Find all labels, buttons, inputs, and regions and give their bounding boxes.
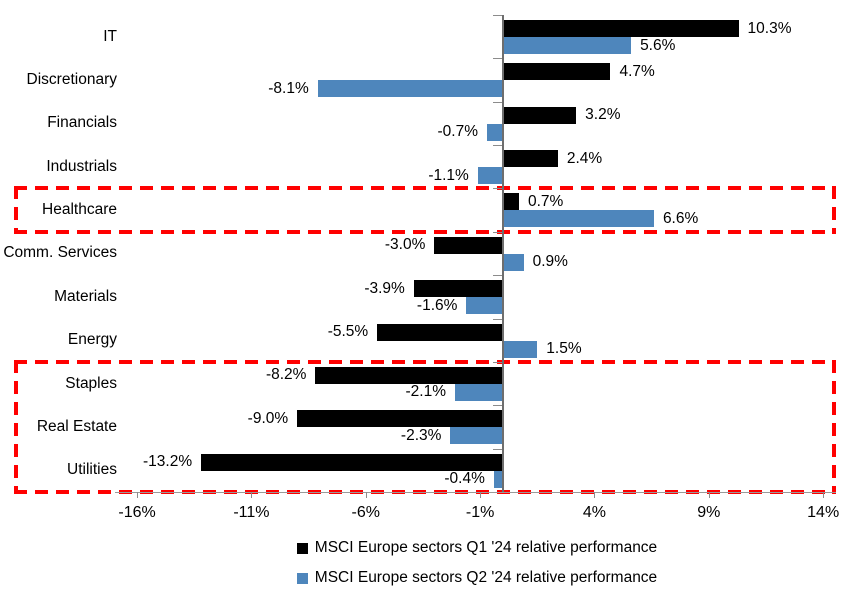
bar-q2-materials — [466, 297, 503, 315]
value-label-discretionary-1: -8.1% — [268, 79, 309, 97]
value-label-comm-services-0: -3.0% — [384, 236, 426, 254]
x-axis-tick-label: -6% — [351, 504, 380, 521]
bar-q1-energy — [377, 323, 503, 341]
bar-q2-financials — [486, 123, 503, 141]
bar-q1-financials — [503, 106, 577, 124]
bar-q2-it — [503, 37, 632, 54]
legend-item-q1: MSCI Europe sectors Q1 '24 relative perf… — [118, 533, 836, 563]
category-label-financials: Financials — [47, 114, 117, 132]
x-axis-tick — [823, 492, 825, 498]
y-axis-tick — [493, 318, 502, 320]
value-label-industrials-0: 2.4% — [566, 149, 603, 167]
category-label-comm-services: Comm. Services — [3, 244, 117, 262]
value-label-it-0: 10.3% — [747, 19, 792, 37]
category-label-utilities: Utilities — [67, 461, 117, 479]
legend-item-q2: MSCI Europe sectors Q2 '24 relative perf… — [118, 563, 836, 593]
value-label-real-estate-0: -9.0% — [247, 409, 289, 427]
highlight-box-edge-right — [832, 359, 836, 494]
y-axis-tick — [493, 405, 502, 407]
x-axis-tick-label: -11% — [233, 504, 270, 521]
bar-q1-materials — [413, 280, 503, 298]
highlight-box-edge-bottom — [14, 229, 836, 234]
value-label-financials-1: -0.7% — [437, 123, 479, 141]
x-axis-tick — [480, 492, 482, 498]
value-label-staples-0: -8.2% — [265, 366, 307, 384]
x-axis-tick-label: -16% — [118, 504, 156, 521]
category-label-materials: Materials — [54, 287, 117, 305]
bar-q2-real-estate — [450, 427, 503, 445]
bar-q2-staples — [454, 383, 503, 401]
value-label-financials-0: 3.2% — [585, 106, 621, 124]
category-label-healthcare: Healthcare — [42, 201, 117, 219]
value-label-materials-0: -3.9% — [364, 279, 405, 297]
category-label-it: IT — [103, 27, 117, 45]
bar-q1-discretionary — [503, 63, 611, 81]
x-axis-line — [115, 492, 836, 493]
value-label-comm-services-1: 0.9% — [532, 253, 568, 271]
value-label-it-1: 5.6% — [640, 36, 676, 54]
value-label-utilities-1: -0.4% — [444, 470, 485, 488]
category-label-energy: Energy — [67, 331, 117, 349]
x-axis-tick-label: -1% — [465, 504, 495, 521]
category-label-discretionary: Discretionary — [26, 71, 117, 89]
value-label-energy-0: -5.5% — [327, 323, 369, 341]
value-label-real-estate-1: -2.3% — [400, 426, 442, 444]
value-label-utilities-0: -13.2% — [143, 453, 193, 471]
bar-q2-industrials — [477, 167, 503, 185]
legend-swatch-icon — [296, 572, 308, 584]
x-axis-tick — [251, 492, 253, 498]
x-axis-tick-label: 4% — [582, 504, 607, 521]
x-axis-tick-label: 14% — [807, 504, 840, 521]
bar-q2-energy — [503, 340, 538, 358]
y-axis-tick — [493, 275, 502, 277]
category-label-staples: Staples — [65, 374, 117, 392]
bar-q1-comm-services — [434, 236, 503, 254]
chart-legend: MSCI Europe sectors Q1 '24 relative perf… — [118, 533, 836, 593]
x-axis-tick — [365, 492, 367, 498]
y-axis-tick — [493, 15, 502, 16]
bar-q1-staples — [315, 366, 503, 384]
value-label-energy-1: 1.5% — [546, 340, 582, 358]
bar-q2-healthcare — [503, 210, 654, 228]
y-axis-tick — [493, 101, 502, 103]
y-axis-line — [502, 15, 504, 492]
x-axis-tick-label: 9% — [697, 504, 721, 521]
highlight-box-edge-right — [832, 186, 836, 234]
y-axis-tick — [493, 361, 502, 363]
bar-q2-discretionary — [317, 80, 503, 98]
bar-q1-real-estate — [297, 410, 503, 428]
x-axis-tick — [708, 492, 710, 498]
category-label-industrials: Industrials — [46, 157, 117, 175]
value-label-healthcare-0: 0.7% — [528, 192, 564, 210]
bar-q1-it — [503, 20, 739, 37]
legend-label: MSCI Europe sectors Q1 '24 relative perf… — [314, 539, 658, 556]
y-axis-tick — [493, 58, 502, 60]
highlight-box-edge-top — [14, 186, 836, 191]
bar-q2-utilities — [493, 470, 503, 488]
y-axis-tick — [493, 448, 502, 450]
value-label-discretionary-0: 4.7% — [619, 62, 655, 80]
bar-q1-healthcare — [503, 193, 519, 211]
value-label-materials-1: -1.6% — [416, 296, 458, 314]
legend-label: MSCI Europe sectors Q2 '24 relative perf… — [314, 569, 658, 586]
y-axis-tick — [493, 188, 502, 190]
y-axis-tick — [493, 145, 502, 147]
value-label-industrials-1: -1.1% — [428, 166, 469, 184]
highlight-box-healthcare — [14, 186, 836, 234]
x-axis-tick — [594, 492, 596, 498]
bar-q1-industrials — [503, 150, 558, 168]
value-label-healthcare-1: 6.6% — [662, 209, 699, 227]
value-label-staples-1: -2.1% — [405, 383, 446, 401]
bar-q2-comm-services — [503, 253, 524, 271]
legend-swatch-icon — [296, 542, 308, 554]
x-axis-tick — [137, 492, 139, 498]
category-label-real-estate: Real Estate — [36, 417, 117, 435]
highlight-box-edge-top — [14, 359, 836, 364]
y-axis-tick — [493, 231, 502, 233]
bar-q1-utilities — [201, 453, 503, 471]
